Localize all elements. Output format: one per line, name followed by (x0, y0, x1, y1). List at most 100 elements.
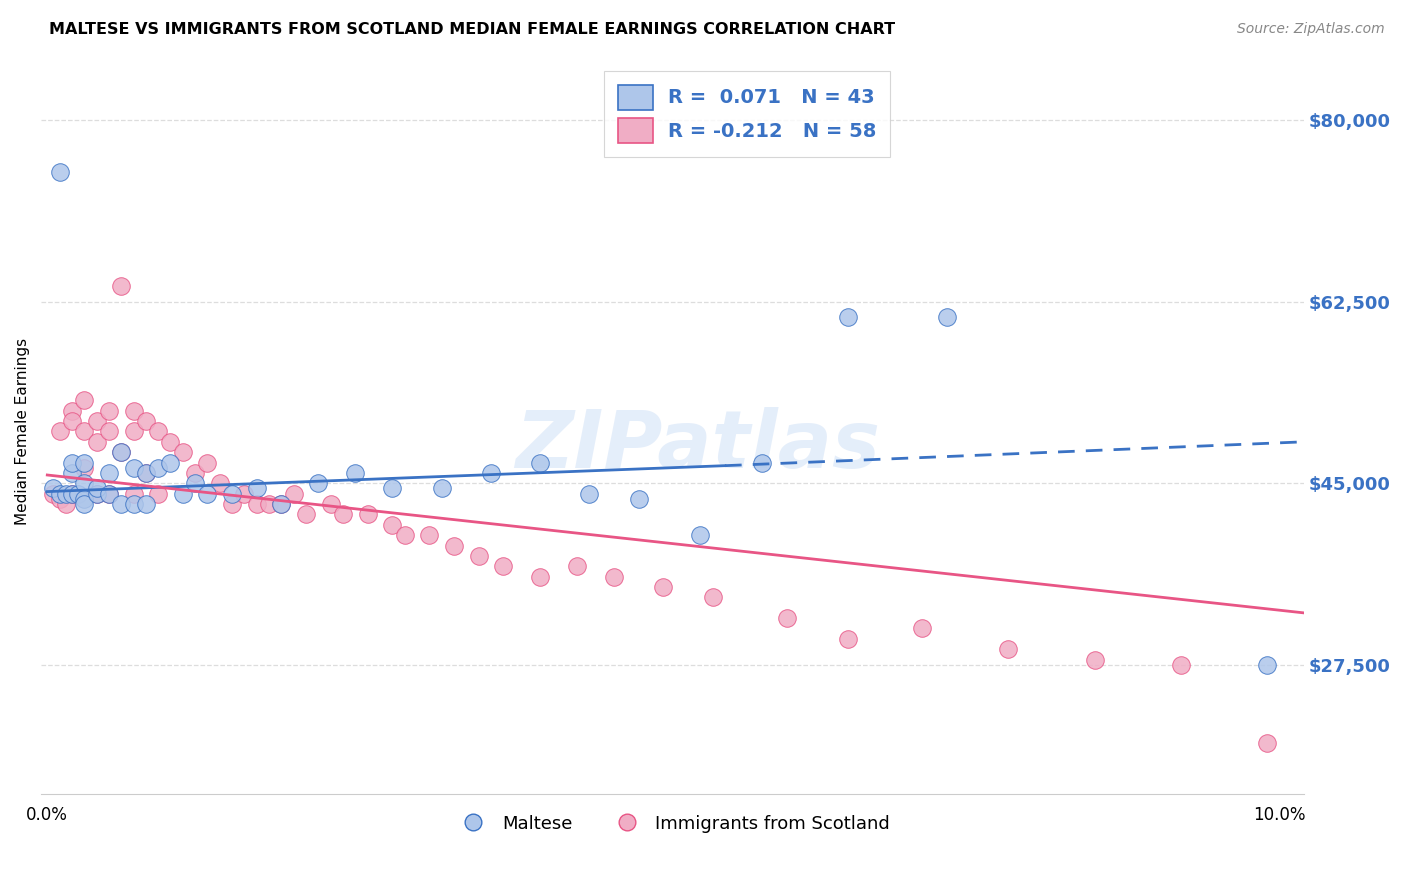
Point (1256, 657, 1278, 672)
Point (184, 466, 207, 480)
Point (73, 425, 96, 439)
Point (110, 445, 132, 459)
Point (837, 310, 859, 325)
Point (73, 460, 96, 475)
Point (55, 497, 77, 511)
Point (135, 497, 157, 511)
Point (221, 486, 243, 500)
Point (97, 425, 120, 439)
Point (257, 497, 280, 511)
Point (184, 476, 207, 491)
Point (73, 497, 96, 511)
Point (911, 622, 934, 636)
Point (110, 279, 132, 293)
Point (418, 528, 440, 542)
Point (97, 466, 120, 480)
Point (48, 486, 70, 500)
Point (246, 482, 269, 496)
Point (197, 456, 219, 470)
Point (208, 476, 231, 491)
Point (135, 466, 157, 480)
Point (73, 456, 96, 470)
Point (529, 569, 551, 583)
Point (86, 482, 108, 496)
Point (751, 456, 773, 470)
Point (344, 466, 367, 480)
Point (603, 569, 626, 583)
Point (135, 414, 157, 428)
Point (60, 456, 83, 470)
Point (1256, 735, 1278, 749)
Point (110, 445, 132, 459)
Point (67, 486, 90, 500)
Point (529, 456, 551, 470)
Point (381, 482, 404, 496)
Point (565, 559, 588, 574)
Point (381, 517, 404, 532)
Point (73, 393, 96, 408)
Point (233, 486, 256, 500)
Point (652, 580, 675, 594)
Point (60, 403, 83, 417)
Point (702, 591, 724, 605)
Point (122, 486, 145, 500)
Point (122, 460, 145, 475)
Point (689, 528, 711, 542)
Point (110, 497, 132, 511)
Point (935, 310, 957, 325)
Point (146, 486, 169, 500)
Point (146, 460, 169, 475)
Point (48, 165, 70, 179)
Text: Source: ZipAtlas.com: Source: ZipAtlas.com (1237, 22, 1385, 37)
Point (270, 497, 292, 511)
Point (332, 508, 354, 522)
Point (122, 497, 145, 511)
Point (97, 486, 120, 500)
Point (307, 476, 329, 491)
Point (60, 486, 83, 500)
Point (627, 491, 650, 506)
Point (394, 528, 416, 542)
Text: ZIPatlas: ZIPatlas (516, 407, 880, 485)
Point (122, 425, 145, 439)
Point (443, 539, 465, 553)
Point (492, 559, 515, 574)
Point (86, 486, 108, 500)
Point (73, 491, 96, 506)
Point (60, 486, 83, 500)
Point (479, 466, 502, 480)
Y-axis label: Median Female Earnings: Median Female Earnings (15, 338, 30, 525)
Point (356, 508, 378, 522)
Point (159, 456, 181, 470)
Point (1084, 652, 1107, 666)
Point (60, 414, 83, 428)
Text: MALTESE VS IMMIGRANTS FROM SCOTLAND MEDIAN FEMALE EARNINGS CORRELATION CHART: MALTESE VS IMMIGRANTS FROM SCOTLAND MEDI… (49, 22, 896, 37)
Legend: Maltese, Immigrants from Scotland: Maltese, Immigrants from Scotland (449, 807, 897, 839)
Point (295, 508, 318, 522)
Point (122, 403, 145, 417)
Point (42, 482, 65, 496)
Point (48, 425, 70, 439)
Point (319, 497, 342, 511)
Point (775, 611, 797, 625)
Point (73, 476, 96, 491)
Point (1170, 657, 1192, 672)
Point (270, 497, 292, 511)
Point (42, 486, 65, 500)
Point (55, 486, 77, 500)
Point (197, 486, 219, 500)
Point (172, 486, 194, 500)
Point (86, 486, 108, 500)
Point (997, 642, 1019, 657)
Point (86, 434, 108, 449)
Point (430, 482, 453, 496)
Point (172, 445, 194, 459)
Point (48, 491, 70, 506)
Point (578, 486, 600, 500)
Point (221, 497, 243, 511)
Point (86, 414, 108, 428)
Point (97, 403, 120, 417)
Point (135, 466, 157, 480)
Point (283, 486, 305, 500)
Point (60, 466, 83, 480)
